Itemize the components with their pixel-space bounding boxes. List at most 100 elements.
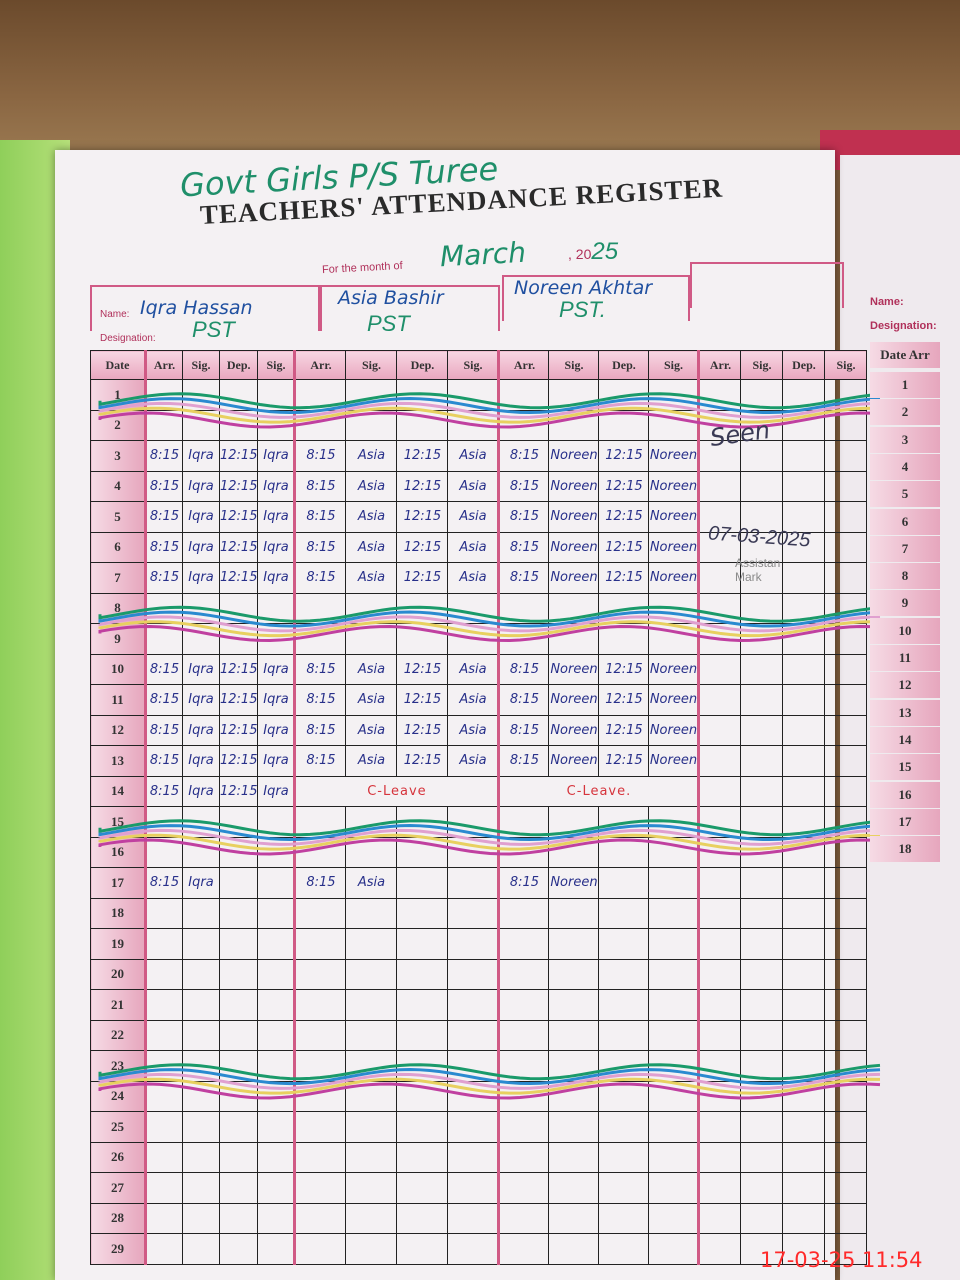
signature-cell: Noreen bbox=[648, 714, 700, 746]
arrival-cell bbox=[497, 928, 550, 960]
departure-cell bbox=[396, 806, 449, 838]
departure-cell bbox=[396, 409, 449, 441]
arrival-cell: 8:15 bbox=[497, 440, 550, 472]
right-date-cell: 14 bbox=[870, 726, 940, 753]
table-row: 16 bbox=[90, 836, 868, 868]
signature-cell: Noreen bbox=[648, 745, 700, 777]
arrival-cell bbox=[144, 1141, 183, 1173]
departure-cell bbox=[598, 989, 650, 1021]
signature-cell bbox=[824, 653, 868, 685]
departure-cell bbox=[218, 409, 259, 441]
arrival-cell bbox=[497, 409, 550, 441]
arrival-cell bbox=[144, 928, 183, 960]
signature-cell bbox=[447, 1172, 500, 1204]
signature-cell: Iqra bbox=[182, 470, 220, 502]
signature-cell bbox=[182, 1233, 220, 1265]
departure-cell bbox=[782, 409, 826, 441]
right-date-cell: 10 bbox=[870, 617, 940, 644]
table-row: 8 bbox=[90, 592, 868, 624]
signature-cell bbox=[182, 1050, 220, 1082]
departure-cell bbox=[396, 867, 449, 899]
right-date-cell: 8 bbox=[870, 563, 940, 590]
departure-cell: 12:15 bbox=[598, 531, 650, 563]
signature-cell bbox=[345, 989, 398, 1021]
right-date-cell: 3 bbox=[870, 426, 940, 453]
table-row: 22 bbox=[90, 1019, 868, 1051]
signature-cell bbox=[345, 1202, 398, 1234]
signature-cell bbox=[740, 1080, 784, 1112]
signature-cell bbox=[740, 470, 784, 502]
signature-cell bbox=[548, 958, 600, 990]
arrival-cell bbox=[697, 1111, 742, 1143]
arrival-cell bbox=[144, 592, 183, 624]
departure-cell bbox=[782, 623, 826, 655]
signature-cell: Iqra bbox=[257, 714, 296, 746]
signature-cell bbox=[740, 928, 784, 960]
signature-cell bbox=[824, 1141, 868, 1173]
departure-cell bbox=[218, 1141, 259, 1173]
signature-cell bbox=[447, 806, 500, 838]
arrival-cell bbox=[293, 836, 347, 868]
signature-cell bbox=[548, 1111, 600, 1143]
departure-cell bbox=[218, 1202, 259, 1234]
signature-cell bbox=[182, 836, 220, 868]
departure-cell bbox=[396, 897, 449, 929]
signature-cell bbox=[740, 501, 784, 533]
arrival-cell bbox=[697, 989, 742, 1021]
sig-header: Sig. bbox=[182, 350, 220, 380]
dep-header: Dep. bbox=[598, 350, 650, 380]
signature-cell bbox=[182, 989, 220, 1021]
arrival-cell: 8:15 bbox=[497, 653, 550, 685]
arrival-cell: 8:15 bbox=[293, 470, 347, 502]
signature-cell bbox=[257, 1233, 296, 1265]
departure-cell bbox=[218, 1111, 259, 1143]
signature-cell bbox=[257, 958, 296, 990]
arrival-cell bbox=[144, 1050, 183, 1082]
departure-cell bbox=[396, 1080, 449, 1112]
departure-cell bbox=[598, 1050, 650, 1082]
departure-cell: 12:15 bbox=[396, 531, 449, 563]
departure-cell bbox=[396, 1141, 449, 1173]
date-cell: 8 bbox=[90, 592, 146, 624]
table-row: 6 8:15 Iqra 12:15 Iqra 8:15 Asia 12:15 Asia 8:15 N… bbox=[90, 531, 868, 563]
leave-note: C-Leave bbox=[293, 775, 500, 807]
teacher-name: Noreen Akhtar bbox=[514, 277, 653, 299]
arrival-cell bbox=[697, 379, 742, 411]
arrival-cell bbox=[293, 1019, 347, 1051]
departure-cell bbox=[782, 653, 826, 685]
date-cell: 28 bbox=[90, 1202, 146, 1234]
signature-cell: Asia bbox=[345, 867, 398, 899]
arrival-cell bbox=[497, 379, 550, 411]
departure-cell bbox=[782, 928, 826, 960]
signature-cell bbox=[447, 928, 500, 960]
arrival-cell bbox=[697, 653, 742, 685]
departure-cell bbox=[598, 836, 650, 868]
signature-cell bbox=[824, 562, 868, 594]
signature-cell bbox=[740, 623, 784, 655]
signature-cell bbox=[345, 897, 398, 929]
signature-cell: Noreen bbox=[548, 470, 600, 502]
sig-header: Sig. bbox=[740, 350, 784, 380]
signature-cell bbox=[182, 379, 220, 411]
signature-cell bbox=[345, 379, 398, 411]
arrival-cell: 8:15 bbox=[144, 684, 183, 716]
signature-cell: Iqra bbox=[182, 440, 220, 472]
signature-cell: Asia bbox=[345, 684, 398, 716]
table-row: 4 8:15 Iqra 12:15 Iqra 8:15 Asia 12:15 Asia 8:15 N… bbox=[90, 470, 868, 502]
departure-cell: 12:15 bbox=[396, 470, 449, 502]
departure-cell bbox=[396, 989, 449, 1021]
date-cell: 12 bbox=[90, 714, 146, 746]
departure-cell bbox=[598, 379, 650, 411]
arrival-cell: 8:15 bbox=[497, 745, 550, 777]
arrival-cell bbox=[697, 897, 742, 929]
arrival-cell: 8:15 bbox=[293, 745, 347, 777]
arrival-cell: 8:15 bbox=[293, 562, 347, 594]
table-row: 24 bbox=[90, 1080, 868, 1112]
signature-cell bbox=[740, 714, 784, 746]
date-cell: 4 bbox=[90, 470, 146, 502]
sig-header: Sig. bbox=[447, 350, 500, 380]
signature-cell bbox=[548, 928, 600, 960]
table-row: 23 bbox=[90, 1050, 868, 1082]
right-date-cell: 7 bbox=[870, 535, 940, 562]
date-cell: 24 bbox=[90, 1080, 146, 1112]
